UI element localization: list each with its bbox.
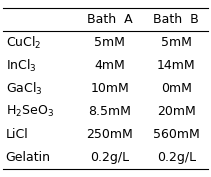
- Text: GaCl$_3$: GaCl$_3$: [5, 81, 42, 96]
- Text: 14mM: 14mM: [157, 59, 196, 72]
- Text: 5mM: 5mM: [94, 36, 125, 49]
- Text: 20mM: 20mM: [157, 105, 196, 118]
- Text: 8.5mM: 8.5mM: [88, 105, 131, 118]
- Text: 560mM: 560mM: [153, 128, 200, 141]
- Text: 0mM: 0mM: [161, 82, 192, 95]
- Text: 250mM: 250mM: [86, 128, 133, 141]
- Text: 0.2g/L: 0.2g/L: [157, 151, 196, 164]
- Text: Bath  A: Bath A: [87, 13, 133, 26]
- Text: 5mM: 5mM: [161, 36, 192, 49]
- Text: H$_2$SeO$_3$: H$_2$SeO$_3$: [5, 104, 53, 119]
- Text: Gelatin: Gelatin: [5, 151, 51, 164]
- Text: InCl$_3$: InCl$_3$: [5, 58, 36, 74]
- Text: 0.2g/L: 0.2g/L: [90, 151, 129, 164]
- Text: LiCl: LiCl: [5, 128, 28, 141]
- Text: 10mM: 10mM: [90, 82, 129, 95]
- Text: Bath  B: Bath B: [153, 13, 199, 26]
- Text: 4mM: 4mM: [94, 59, 125, 72]
- Text: CuCl$_2$: CuCl$_2$: [5, 35, 41, 51]
